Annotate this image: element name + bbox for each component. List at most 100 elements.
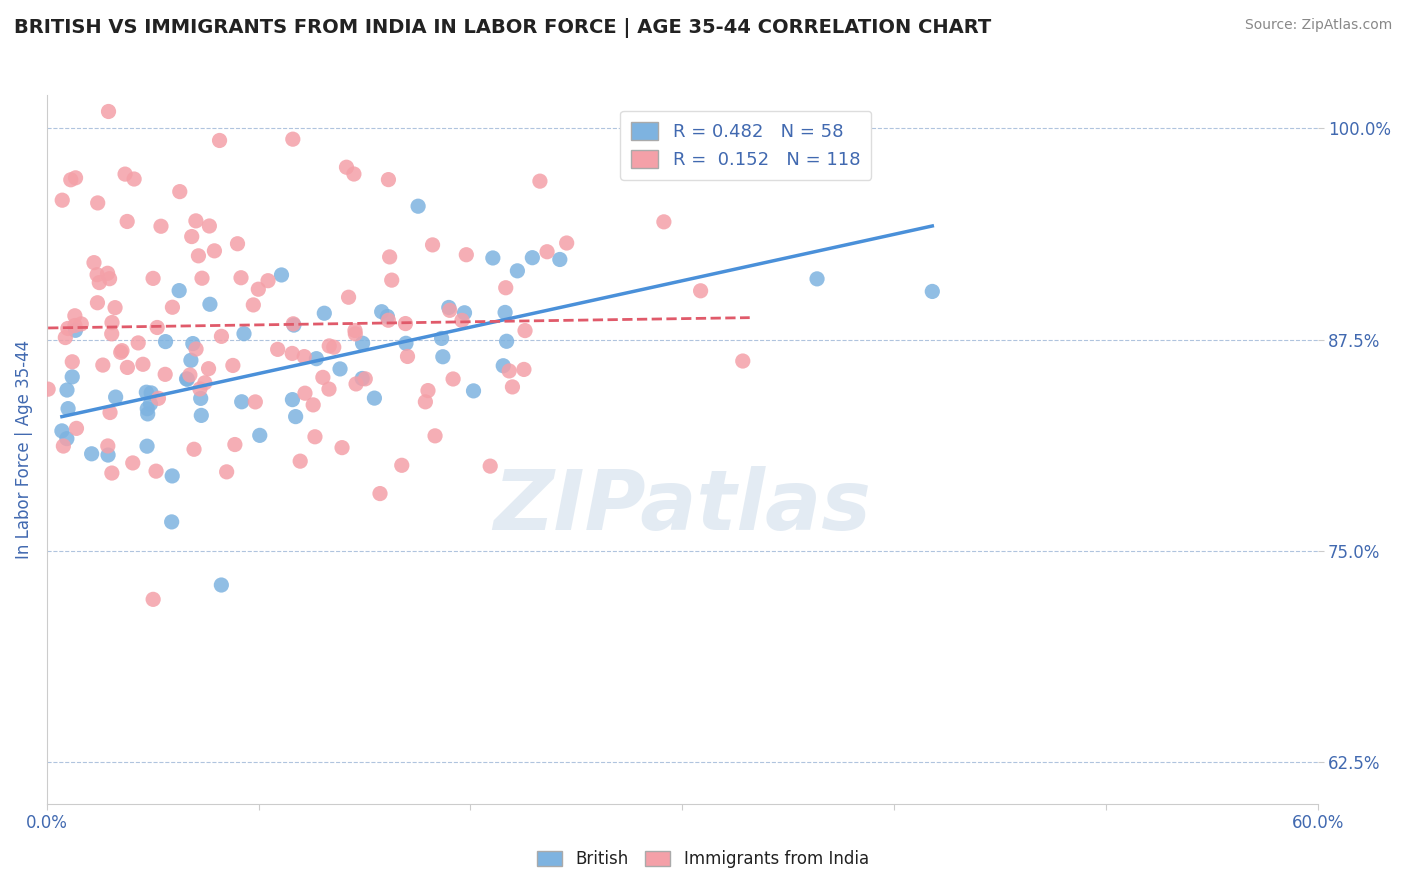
Point [536,244,558,259]
Point [65,421,87,435]
Point [415,394,437,409]
Point [430,331,453,345]
Point [176,372,198,386]
Point [283,318,305,332]
Point [56,432,79,446]
Point [70,317,93,331]
Point [344,376,367,391]
Point [98,405,121,419]
Point [731,354,754,368]
Point [242,298,264,312]
Point [344,326,367,341]
Text: Source: ZipAtlas.com: Source: ZipAtlas.com [1244,18,1392,32]
Point [98,271,121,285]
Point [53,330,76,344]
Point [136,439,159,453]
Point [806,272,828,286]
Point [202,244,225,258]
Point [292,350,315,364]
Point [377,313,399,327]
Point [329,362,352,376]
Legend: R = 0.482   N = 58, R =  0.152   N = 118: R = 0.482 N = 58, R = 0.152 N = 118 [620,111,872,180]
Point [492,359,515,373]
Point [395,336,418,351]
Point [136,401,159,416]
Point [281,346,304,360]
Point [652,215,675,229]
Point [305,351,328,366]
Point [97,448,120,462]
Point [101,466,124,480]
Point [270,268,292,282]
Point [181,336,204,351]
Point [191,271,214,285]
Point [180,353,202,368]
Point [432,350,454,364]
Point [463,384,485,398]
Point [97,104,120,119]
Text: BRITISH VS IMMIGRANTS FROM INDIA IN LABOR FORCE | AGE 35-44 CORRELATION CHART: BRITISH VS IMMIGRANTS FROM INDIA IN LABO… [14,18,991,37]
Point [283,317,305,331]
Point [194,376,217,390]
Point [302,398,325,412]
Point [155,334,177,349]
Point [226,236,249,251]
Y-axis label: In Labor Force | Age 35-44: In Labor Force | Age 35-44 [15,340,32,559]
Point [169,185,191,199]
Point [233,326,256,341]
Point [281,132,304,146]
Point [498,364,520,378]
Point [247,282,270,296]
Point [63,318,86,333]
Point [162,300,184,314]
Point [100,326,122,341]
Point [479,459,502,474]
Point [921,285,943,299]
Point [117,360,139,375]
Point [208,133,231,147]
Point [153,368,176,382]
Point [368,486,391,500]
Point [506,264,529,278]
Point [396,350,419,364]
Point [354,372,377,386]
Point [97,266,120,280]
Point [423,429,446,443]
Point [104,390,127,404]
Point [59,173,82,187]
Point [494,305,516,319]
Text: ZIPatlas: ZIPatlas [494,466,872,547]
Point [451,313,474,327]
Point [363,391,385,405]
Point [322,340,344,354]
Point [441,372,464,386]
Point [513,362,536,376]
Point [115,214,138,228]
Point [56,383,79,397]
Point [335,160,357,174]
Point [160,515,183,529]
Point [179,368,201,382]
Point [190,392,212,406]
Point [127,335,149,350]
Point [198,297,221,311]
Point [148,392,170,406]
Point [738,160,761,174]
Point [101,316,124,330]
Point [56,321,79,335]
Point [80,447,103,461]
Point [60,355,83,369]
Point [89,276,111,290]
Point [453,306,475,320]
Point [63,309,86,323]
Point [330,441,353,455]
Point [391,458,413,473]
Point [456,248,478,262]
Point [370,304,392,318]
Point [501,380,523,394]
Point [188,382,211,396]
Point [122,172,145,186]
Point [180,229,202,244]
Point [337,290,360,304]
Point [377,310,399,324]
